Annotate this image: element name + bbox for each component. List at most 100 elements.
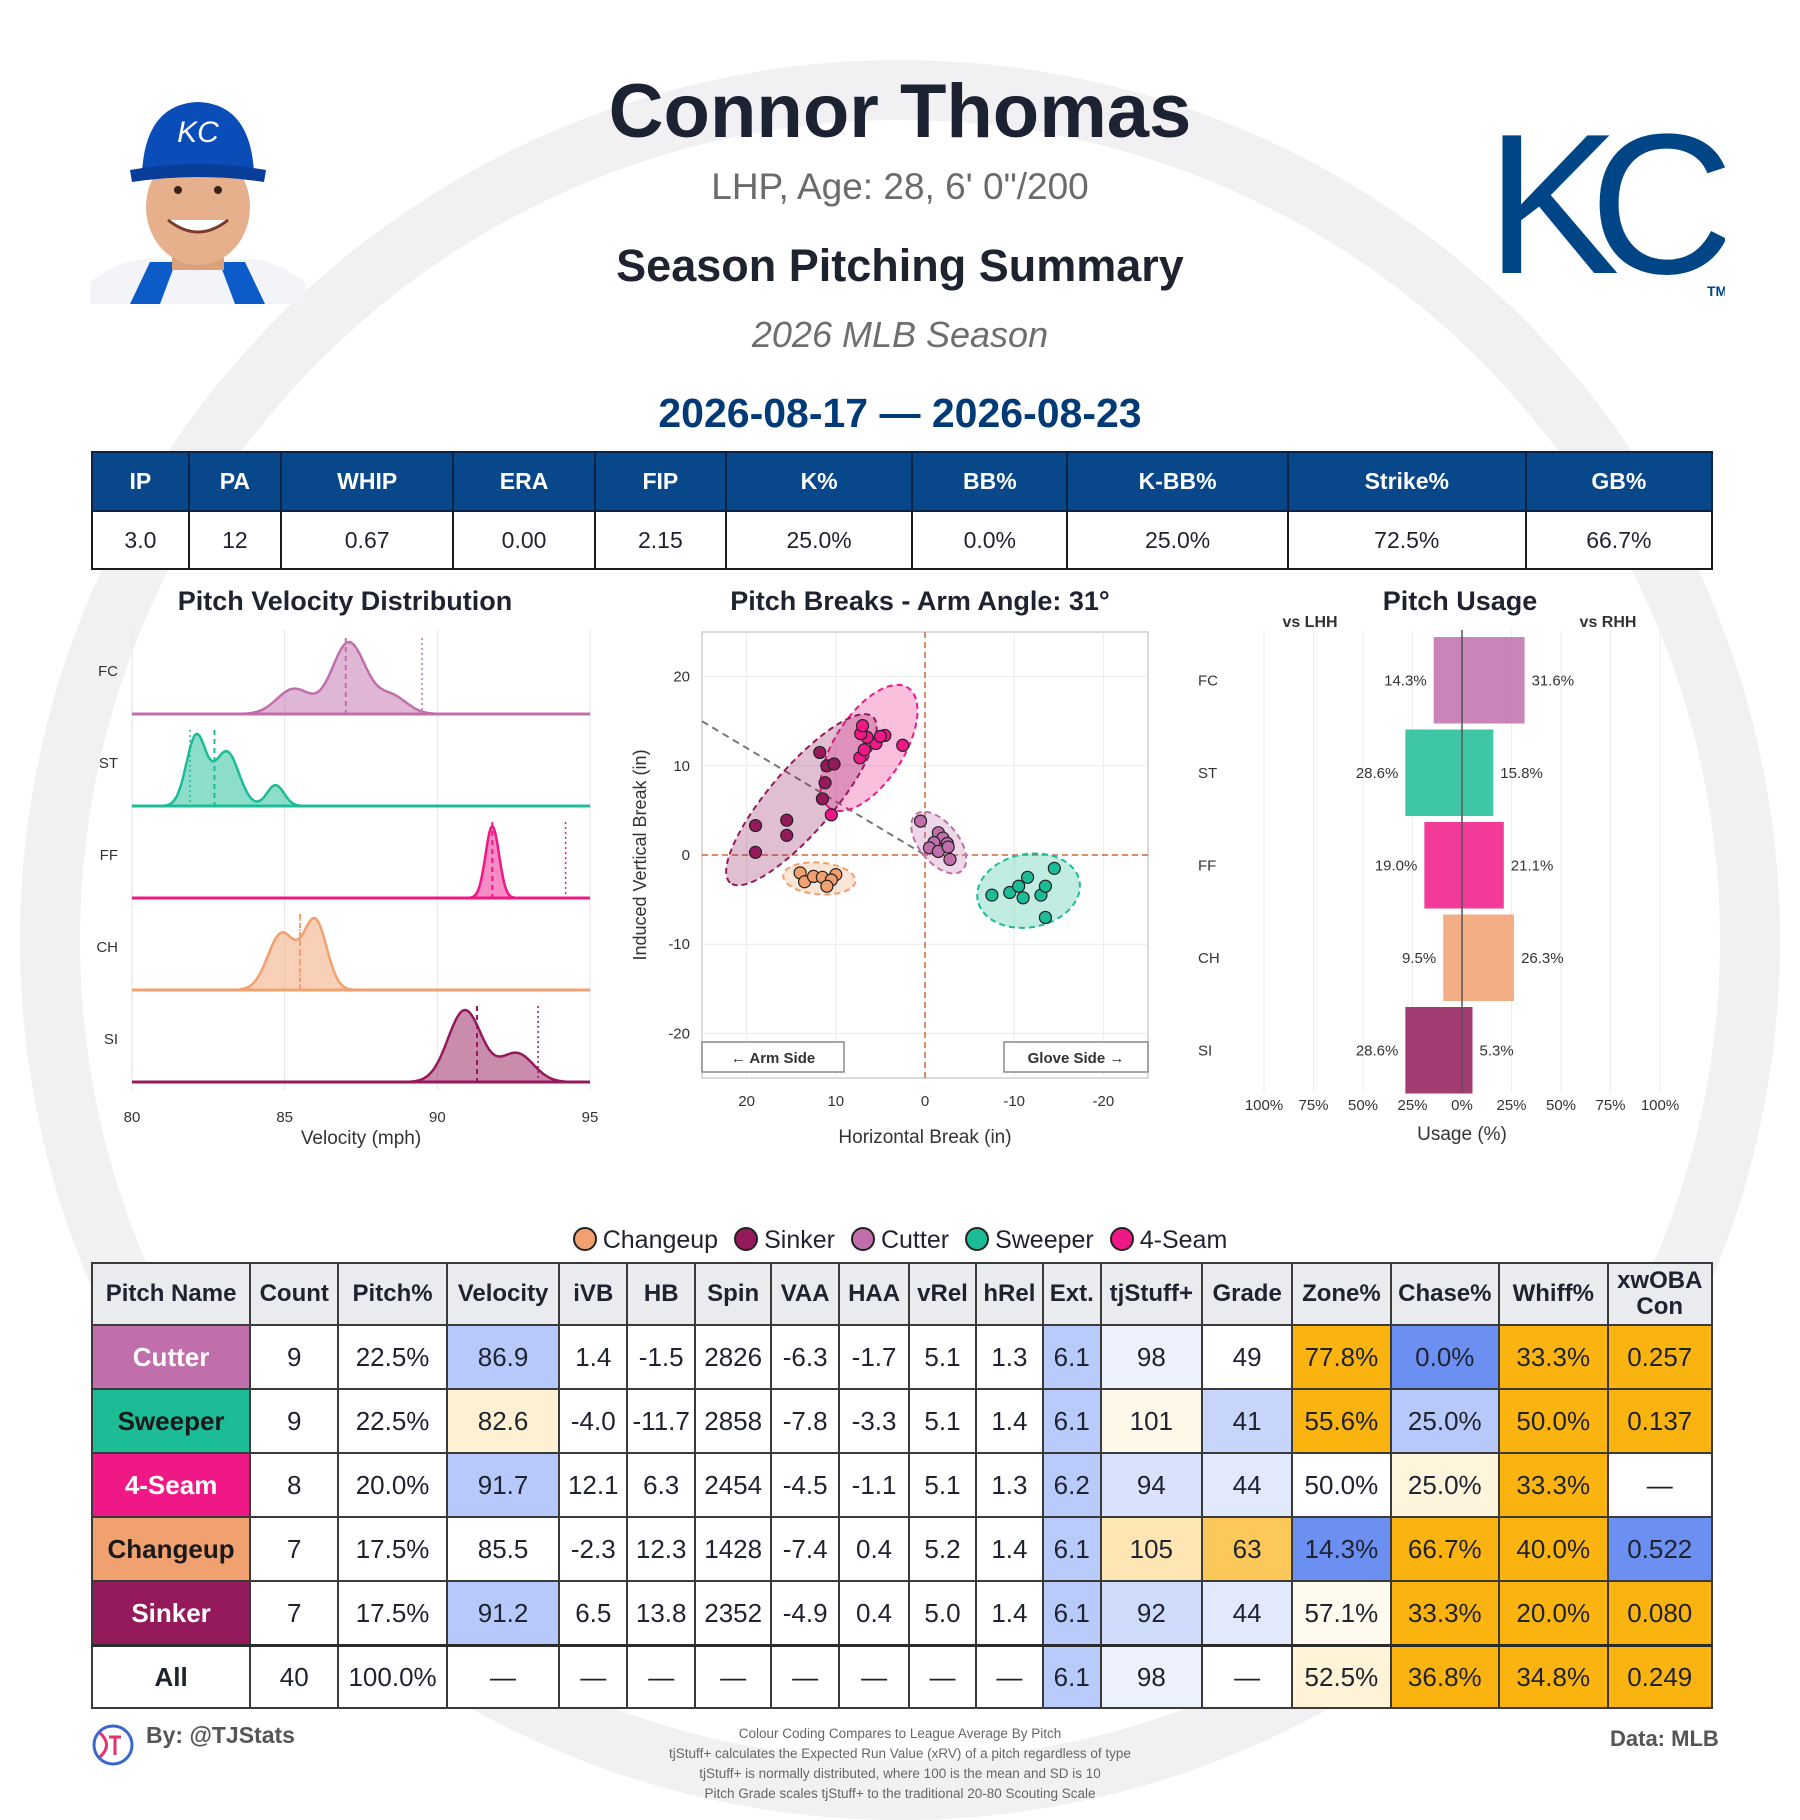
stat-value: 25.0%	[1066, 510, 1289, 570]
stat-value: 0.00	[452, 510, 596, 570]
pitch-table-cell: 41	[1201, 1388, 1294, 1454]
pitch-table-row: Cutter 9 22.5% 86.9 1.4 -1.5 2826 -6.3 -1.7 5.1 1.…	[90, 1324, 1713, 1390]
pitch-table-cell: 0.4	[838, 1580, 911, 1647]
team-logo-tm: TM	[1707, 283, 1725, 299]
pitch-table-cell: —	[445, 1644, 561, 1709]
pitch-table-cell: 66.7%	[1389, 1516, 1501, 1582]
breaks-point-4-seam	[857, 743, 871, 757]
stat-header: Strike%	[1286, 451, 1527, 512]
pitch-table-cell: 36.8%	[1389, 1644, 1501, 1709]
player-bio: LHP, Age: 28, 6' 0"/200	[711, 166, 1089, 207]
usage-label-lhh: 28.6%	[1356, 1042, 1399, 1059]
pitch-breaks-chart: 20 10 0 -10 -20 20 10 0 -10 -20 Horizontal Break (…	[630, 631, 1149, 1148]
usage-label-rhh: 21.1%	[1511, 857, 1554, 874]
pitch-table-cell: 25.0%	[1389, 1388, 1501, 1454]
pitch-table-header: Grade	[1201, 1262, 1294, 1326]
velocity-x-tick: 80	[124, 1109, 141, 1126]
pitch-table-cell: 1.4	[974, 1388, 1044, 1454]
season-label: 2026 MLB Season	[751, 314, 1049, 355]
usage-bar-rhh	[1462, 914, 1515, 1001]
pitch-table-header: Spin	[694, 1262, 773, 1326]
usage-category-label: CH	[1198, 950, 1220, 967]
summary-title: Season Pitching Summary	[616, 240, 1184, 291]
pitch-table-cell: 105	[1099, 1516, 1204, 1582]
stat-header: WHIP	[279, 451, 455, 512]
pitch-name-cell: Cutter	[90, 1324, 252, 1390]
breaks-point-sweeper	[985, 888, 999, 902]
pitch-table-cell: 2352	[694, 1580, 773, 1647]
pitch-name-cell: 4-Seam	[90, 1452, 252, 1518]
pitch-table-cell: 25.0%	[1389, 1452, 1501, 1518]
pitch-table-cell: 14.3%	[1291, 1516, 1392, 1582]
pitch-table-cell: 6.2	[1041, 1452, 1102, 1518]
pitch-table-cell: -4.9	[770, 1580, 841, 1647]
usage-bar-lhh	[1433, 637, 1462, 724]
pitch-table-cell: 2858	[694, 1388, 773, 1454]
stat-header: BB%	[911, 451, 1069, 512]
stat-header: GB%	[1524, 451, 1714, 512]
pitch-table-cell: 50.0%	[1291, 1452, 1392, 1518]
pitch-table-cell: 17.5%	[337, 1516, 448, 1582]
footer-notes: Colour Coding Compares to League Average…	[500, 1724, 1300, 1804]
pitch-table-cell: 12.1	[558, 1452, 629, 1518]
stat-value: 0.67	[279, 510, 455, 570]
legend-label: Cutter	[880, 1226, 950, 1254]
pitch-table-header: tjStuff+	[1099, 1262, 1204, 1326]
pitch-table-cell: 82.6	[445, 1388, 561, 1454]
breaks-y-label: Induced Vertical Break (in)	[630, 749, 650, 960]
legend-swatch	[734, 1227, 759, 1251]
arm-angle-line	[701, 720, 926, 856]
pitch-table-cell: —	[1201, 1644, 1294, 1709]
pitch-table-header: vRel	[908, 1262, 977, 1326]
stat-value: 66.7%	[1524, 510, 1714, 570]
breaks-y-tick: 20	[673, 669, 690, 686]
stat-line-table: IP PA WHIP ERA FIP K% BB% K-BB% Strike% GB% 3.0 12…	[91, 451, 1714, 570]
pitch-table-cell: 101	[1099, 1388, 1204, 1454]
usage-label-lhh: 19.0%	[1375, 857, 1418, 874]
pitch-table-cell: 2454	[694, 1452, 773, 1518]
arm-side-label: ← Arm Side	[731, 1050, 815, 1067]
glove-side-label: Glove Side →	[1028, 1050, 1125, 1067]
pitch-table-total-row: All 40 100.0% — — — — — — — —6.1 98—52.5% 36.8% 34.8%…	[90, 1644, 1713, 1709]
pitch-table-cell: -7.4	[770, 1516, 841, 1582]
legend-item: Sinker	[734, 1226, 835, 1255]
pitch-table-cell: 1428	[694, 1516, 773, 1582]
breaks-x-tick: 20	[738, 1093, 755, 1110]
pitch-table-cell: -1.5	[626, 1324, 697, 1390]
pitch-table-cell: 44	[1201, 1452, 1294, 1518]
stat-header: FIP	[593, 451, 727, 512]
breaks-point-sweeper	[1038, 879, 1053, 893]
pitch-table-cell: 5.2	[908, 1516, 977, 1582]
pitch-name-cell: Sinker	[90, 1580, 252, 1647]
pitch-table-cell: 91.2	[445, 1580, 561, 1647]
usage-category-label: SI	[1198, 1042, 1212, 1059]
pitch-table-cell: 44	[1201, 1580, 1294, 1647]
pitch-table-cell: 6.5	[558, 1580, 629, 1647]
usage-x-tick: 25%	[1397, 1097, 1427, 1114]
pitch-table-cell: —	[974, 1644, 1044, 1709]
velocity-chart-title: Pitch Velocity Distribution	[177, 586, 513, 616]
pitch-table-cell: —	[838, 1644, 911, 1709]
pitch-table-cell: 6.1	[1041, 1516, 1102, 1582]
velocity-density-st	[132, 732, 590, 808]
legend-item: Cutter	[850, 1226, 950, 1255]
pitch-table-cell: 98	[1099, 1324, 1204, 1390]
legend-label: 4-Seam	[1139, 1226, 1228, 1254]
usage-x-tick: 75%	[1595, 1097, 1625, 1114]
pitch-table-cell: —	[908, 1644, 977, 1709]
breaks-y-tick: 0	[682, 847, 690, 864]
pitch-table-cell: 20.0%	[1498, 1580, 1609, 1647]
pitch-table-cell: 9	[249, 1324, 340, 1390]
arm-side-box	[701, 1041, 845, 1073]
pitch-table-cell: 1.3	[974, 1452, 1044, 1518]
pitch-table-cell: 33.3%	[1389, 1580, 1501, 1647]
velocity-density-fc	[132, 640, 590, 716]
breaks-point-sinker	[827, 757, 841, 771]
usage-label-rhh: 5.3%	[1479, 1042, 1513, 1059]
breaks-y-tick: -10	[668, 936, 690, 953]
pitch-table-header: HB	[626, 1262, 697, 1326]
velocity-density-si	[132, 1008, 590, 1084]
pitch-table-cell: 2826	[694, 1324, 773, 1390]
footer-note: tjStuff+ is normally distributed, where …	[699, 1766, 1101, 1781]
pitch-table-cell: 0.522	[1606, 1516, 1713, 1582]
